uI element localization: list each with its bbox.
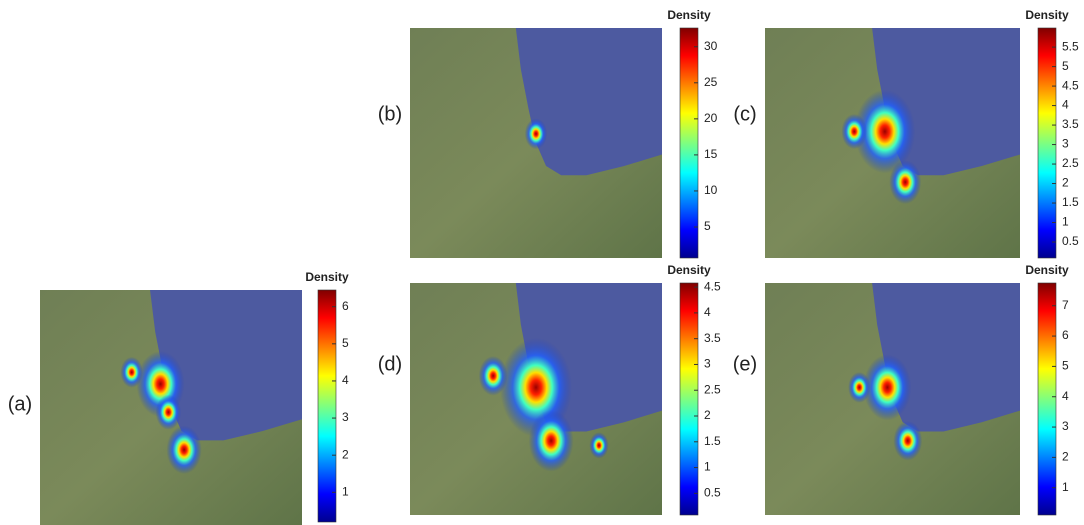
panel: (a) Density 1 2 3 4 5 6 bbox=[8, 270, 349, 525]
panel-label: (e) bbox=[733, 353, 757, 375]
colorbar-tick-label: 4 bbox=[704, 305, 711, 319]
colorbar-tick-label: 5 bbox=[342, 336, 349, 350]
colorbar-tick-label: 2.5 bbox=[704, 382, 721, 396]
panel-label: (b) bbox=[378, 103, 402, 125]
figure: (a)Density123456(b)Density51015202530(c)… bbox=[0, 0, 1084, 525]
panel-label: (c) bbox=[733, 103, 756, 125]
colorbar-tick-label: 2.5 bbox=[1062, 156, 1079, 170]
panel-label: (d) bbox=[378, 353, 402, 375]
colorbar-tick-label: 3 bbox=[342, 410, 349, 424]
density-hotspot bbox=[889, 160, 921, 204]
density-hotspot bbox=[156, 395, 182, 430]
colorbar-tick-label: 1.5 bbox=[1062, 195, 1079, 209]
colorbar bbox=[318, 290, 336, 522]
colorbar-title: Density bbox=[667, 263, 711, 277]
density-hotspot bbox=[863, 354, 911, 420]
colorbar bbox=[1038, 283, 1056, 515]
colorbar bbox=[1038, 28, 1056, 258]
colorbar-tick-label: 5 bbox=[1062, 59, 1069, 73]
colorbar-tick-label: 15 bbox=[704, 147, 718, 161]
colorbar-tick-label: 5 bbox=[1062, 359, 1069, 373]
colorbar-tick-label: 1 bbox=[704, 460, 711, 474]
colorbar-title: Density bbox=[667, 8, 711, 22]
density-hotspot bbox=[525, 118, 547, 149]
colorbar-tick-label: 0.5 bbox=[1062, 234, 1079, 248]
panel: (b) Density 5 10 15 20 25 30 bbox=[378, 8, 718, 258]
colorbar-tick-label: 3 bbox=[1062, 137, 1069, 151]
colorbar-tick-label: 4 bbox=[1062, 389, 1069, 403]
density-hotspot bbox=[841, 114, 867, 149]
colorbar-tick-label: 1 bbox=[1062, 215, 1069, 229]
colorbar-tick-label: 4.5 bbox=[1062, 78, 1079, 92]
colorbar-tick-label: 30 bbox=[704, 39, 718, 53]
colorbar-tick-label: 4.5 bbox=[704, 279, 721, 293]
panel: (e) Density 1 2 3 4 5 6 7 bbox=[733, 263, 1069, 515]
colorbar-title: Density bbox=[1025, 263, 1069, 277]
density-hotspot bbox=[893, 421, 922, 461]
colorbar-tick-label: 10 bbox=[704, 183, 718, 197]
colorbar-tick-label: 4 bbox=[342, 373, 349, 387]
panel: (c) Density 0.5 1 1.5 2 2.5 3 3.5 4 4.5 5 5.5 bbox=[733, 8, 1079, 258]
density-hotspot bbox=[589, 432, 608, 458]
colorbar-title: Density bbox=[305, 270, 349, 284]
colorbar-tick-label: 6 bbox=[1062, 328, 1069, 342]
panel-label: (a) bbox=[8, 393, 32, 415]
colorbar-tick-label: 20 bbox=[704, 111, 718, 125]
panel: (d) Density 0.5 1 1.5 2 2.5 3 3.5 4 4.5 bbox=[378, 263, 721, 515]
density-hotspot bbox=[529, 410, 574, 472]
colorbar-tick-label: 3.5 bbox=[1062, 117, 1079, 131]
colorbar-tick-label: 4 bbox=[1062, 98, 1069, 112]
colorbar-tick-label: 0.5 bbox=[704, 486, 721, 500]
colorbar-tick-label: 5.5 bbox=[1062, 39, 1079, 53]
colorbar-tick-label: 6 bbox=[342, 299, 349, 313]
colorbar-tick-label: 2 bbox=[1062, 176, 1069, 190]
colorbar-tick-label: 2 bbox=[1062, 450, 1069, 464]
colorbar-tick-label: 25 bbox=[704, 75, 718, 89]
colorbar-tick-label: 1 bbox=[1062, 480, 1069, 494]
colorbar-tick-label: 7 bbox=[1062, 298, 1069, 312]
colorbar bbox=[680, 283, 698, 515]
colorbar-tick-label: 3 bbox=[1062, 419, 1069, 433]
density-hotspot bbox=[848, 372, 870, 403]
colorbar-tick-label: 3.5 bbox=[704, 331, 721, 345]
colorbar-tick-label: 3 bbox=[704, 357, 711, 371]
colorbar-tick-label: 1.5 bbox=[704, 434, 721, 448]
colorbar-tick-label: 5 bbox=[704, 219, 711, 233]
density-hotspot bbox=[479, 356, 508, 396]
density-hotspot bbox=[167, 426, 202, 474]
colorbar bbox=[680, 28, 698, 258]
colorbar-tick-label: 2 bbox=[704, 408, 711, 422]
colorbar-tick-label: 2 bbox=[342, 447, 349, 461]
colorbar-tick-label: 1 bbox=[342, 484, 349, 498]
density-hotspot bbox=[121, 357, 143, 388]
colorbar-title: Density bbox=[1025, 8, 1069, 22]
